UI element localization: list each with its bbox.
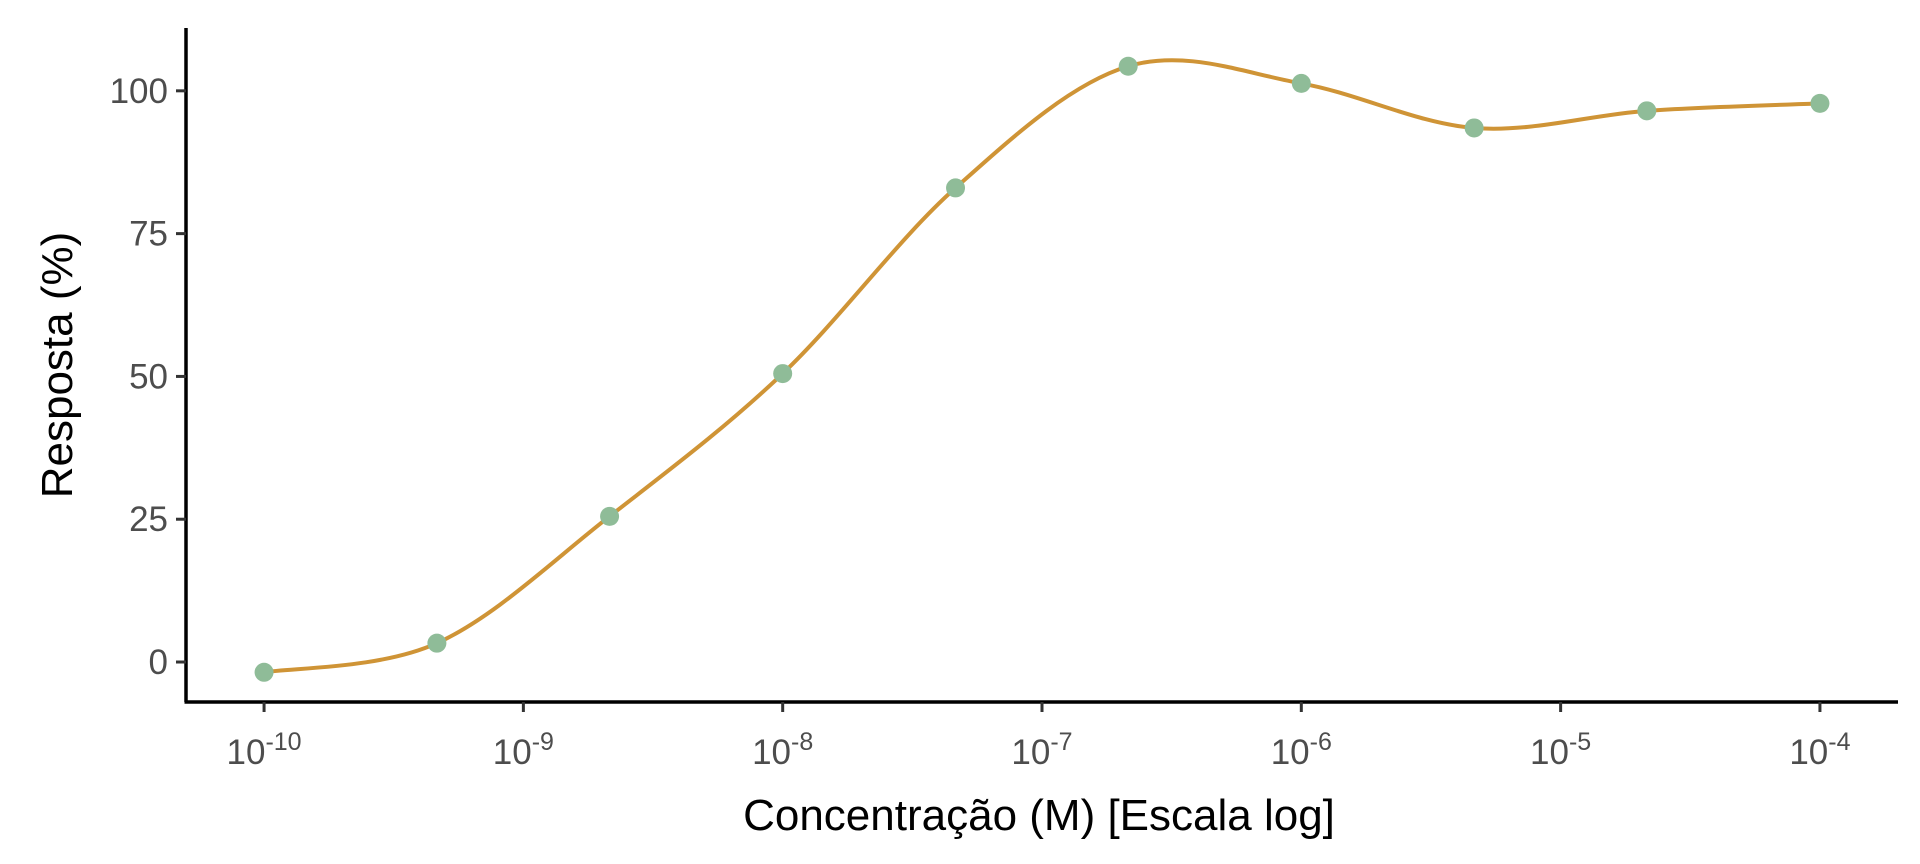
data-point [254, 662, 274, 682]
data-point [427, 633, 447, 653]
data-point [1118, 56, 1138, 76]
data-point [1291, 73, 1311, 93]
data-point [946, 178, 966, 198]
x-tick-label: 10-7 [1011, 728, 1072, 772]
y-tick-label: 25 [129, 500, 168, 539]
x-tick-label: 10-5 [1530, 728, 1591, 772]
x-tick-label: 10-4 [1789, 728, 1850, 772]
x-tick-label: 10-8 [752, 728, 813, 772]
axes: 0 25 50 75 100 10-10 10-9 10-8 10-7 10-6 10-5 10-4 [110, 28, 1898, 772]
fit-curve-line [262, 58, 1822, 675]
data-point [1810, 93, 1830, 113]
y-tick-label: 75 [129, 215, 168, 254]
x-axis-title: Concentração (M) [Escala log] [743, 791, 1335, 840]
data-point [1637, 101, 1657, 121]
data-point [600, 506, 620, 526]
x-tick-label: 10-10 [227, 728, 302, 772]
y-tick-label: 50 [129, 357, 168, 396]
x-tick-label: 10-9 [493, 728, 554, 772]
y-axis-title: Resposta (%) [33, 232, 82, 499]
data-point [1464, 118, 1484, 138]
y-tick-label: 100 [110, 72, 168, 111]
x-tick-label: 10-6 [1271, 728, 1332, 772]
y-tick-label: 0 [149, 643, 168, 682]
data-point [773, 364, 793, 384]
plot-area [254, 56, 1830, 682]
